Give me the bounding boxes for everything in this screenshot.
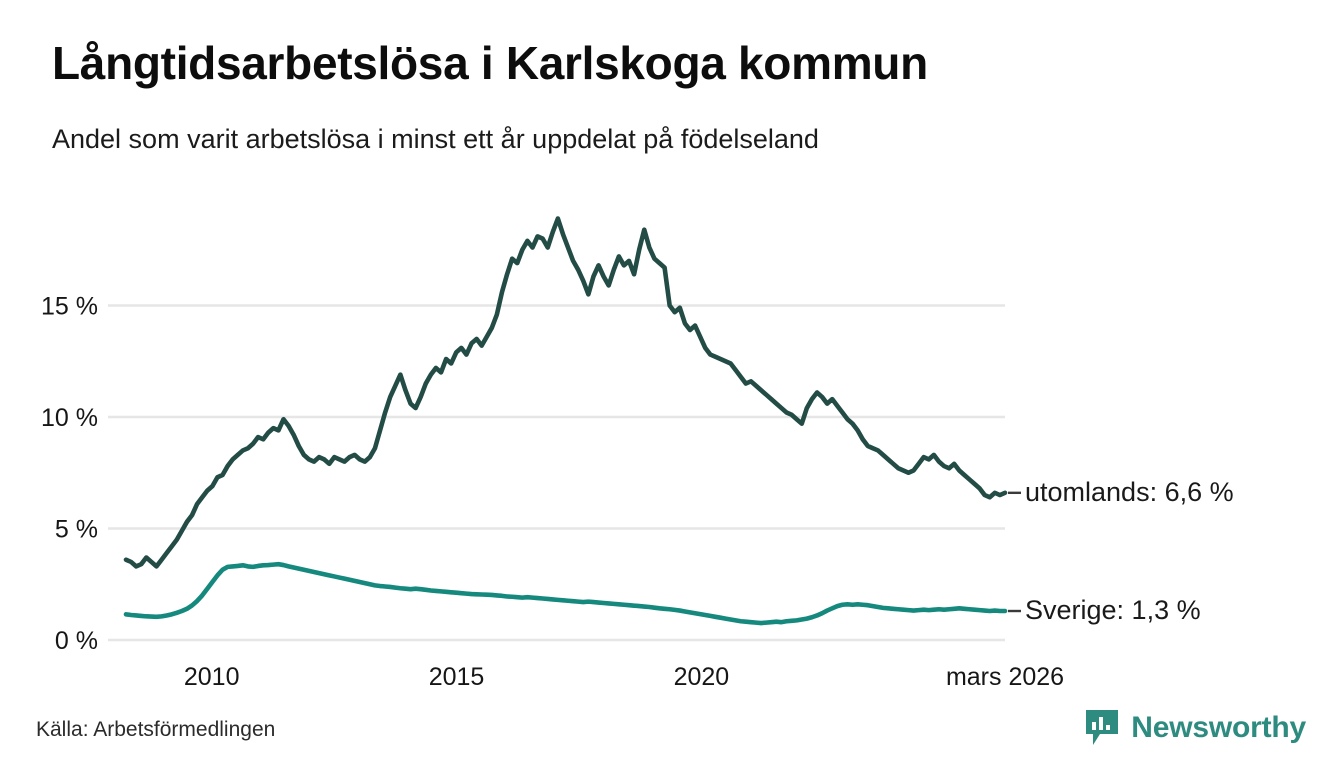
series-line-Sverige — [123, 561, 1008, 626]
series-label-Sverige: Sverige: 1,3 % — [1025, 595, 1201, 625]
x-tick-label: 2020 — [674, 663, 730, 691]
y-axis-tick-labels: 0 % 5 % 10 % 15 % — [41, 293, 98, 656]
y-tick-label: 0 % — [55, 627, 98, 655]
series-lines — [123, 216, 1008, 626]
chart-subtitle: Andel som varit arbetslösa i minst ett å… — [52, 124, 819, 154]
series-labels: utomlands: 6,6 % Sverige: 1,3 % — [1008, 477, 1234, 625]
x-tick-label: 2010 — [184, 663, 240, 691]
y-tick-label: 15 % — [41, 293, 98, 321]
gridlines — [108, 304, 1005, 642]
source-note: Källa: Arbetsförmedlingen — [36, 718, 276, 741]
bar-chart-speech-bubble-icon — [1086, 710, 1119, 745]
y-tick-label: 10 % — [41, 404, 98, 432]
page-title: Långtidsarbetslösa i Karlskoga kommun — [52, 37, 928, 89]
series-label-utomlands: utomlands: 6,6 % — [1025, 477, 1234, 507]
x-axis-tick-labels: 2010 2015 2020 mars 2026 — [184, 663, 1064, 691]
brand-name: Newsworthy — [1131, 711, 1306, 744]
y-tick-label: 5 % — [55, 516, 98, 544]
newsworthy-logo: Newsworthy — [1084, 708, 1306, 748]
x-tick-label: 2015 — [429, 663, 485, 691]
x-tick-label: mars 2026 — [946, 663, 1064, 691]
series-line-utomlands — [123, 216, 1008, 569]
